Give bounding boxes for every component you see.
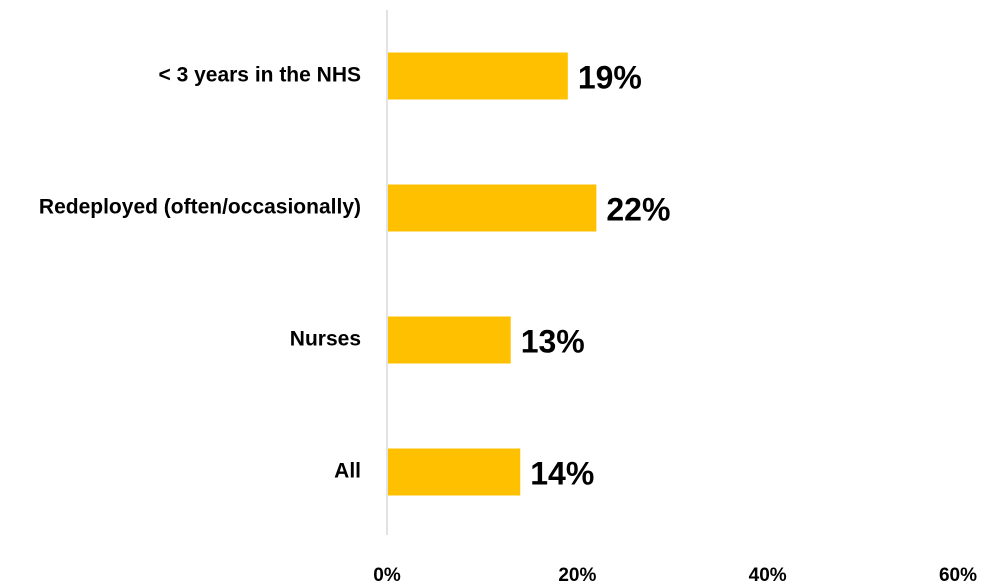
data-labels-group: 19% 22% 13% 14%: [521, 59, 671, 491]
category-labels-group: < 3 years in the NHS Redeployed (often/oc…: [39, 64, 361, 483]
category-label: All: [334, 460, 361, 483]
category-label: < 3 years in the NHS: [158, 64, 361, 87]
data-label: 19%: [578, 59, 642, 95]
category-label: Nurses: [290, 328, 361, 351]
data-label: 14%: [530, 455, 594, 491]
x-tick-label: 60%: [939, 565, 977, 583]
bar: [388, 448, 521, 496]
x-tick-label: 40%: [749, 565, 787, 583]
category-label: Redeployed (often/occasionally): [39, 196, 361, 219]
x-tick-labels-group: 0% 20% 40% 60%: [373, 565, 977, 583]
bar: [388, 52, 568, 100]
x-tick-label: 0%: [373, 565, 401, 583]
x-tick-label: 20%: [558, 565, 596, 583]
data-label: 22%: [606, 191, 670, 227]
bars-group: [388, 52, 597, 496]
bar: [388, 184, 597, 232]
data-label: 13%: [521, 323, 585, 359]
bar: [388, 316, 511, 364]
